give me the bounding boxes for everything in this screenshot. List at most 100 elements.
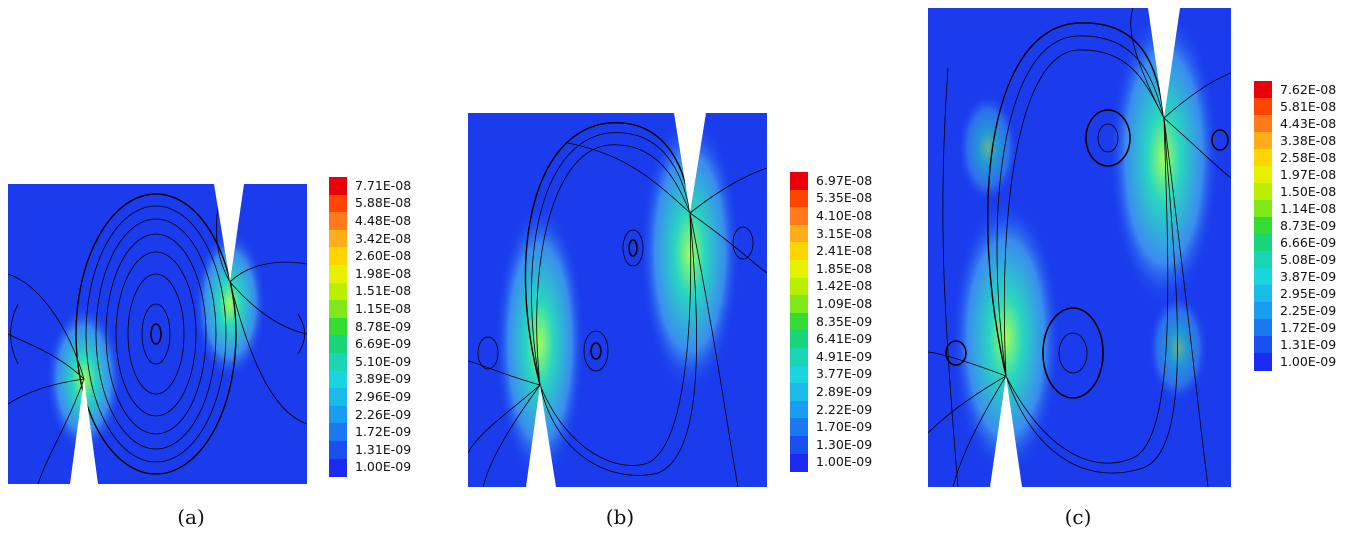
hotspot-left [951, 198, 1061, 478]
legend-swatch [790, 295, 808, 314]
legend-label: 4.91E-09 [816, 348, 873, 364]
legend-label: 1.31E-09 [355, 441, 412, 457]
legend-label: 5.35E-08 [816, 190, 873, 206]
legend-swatch [1254, 302, 1272, 320]
legend-swatch [1254, 149, 1272, 167]
color-legend-b: 6.97E-08 5.35E-08 4.10E-08 3.15E-08 2.41E-08… [790, 172, 900, 482]
legend-swatch [1254, 234, 1272, 252]
legend-swatch [790, 207, 808, 226]
legend-label: 5.81E-08 [1280, 98, 1337, 114]
legend-swatch [329, 194, 347, 213]
legend-swatch [790, 260, 808, 279]
legend-swatch [329, 423, 347, 442]
hotspot-right [1109, 8, 1219, 308]
legend-label: 2.95E-09 [1280, 285, 1337, 301]
legend-swatch [329, 317, 347, 336]
top-notch [214, 184, 244, 282]
legend-swatch [329, 335, 347, 354]
legend-label: 1.98E-08 [355, 265, 412, 281]
legend-label: 8.35E-09 [816, 313, 873, 329]
legend-label: 3.87E-09 [1280, 268, 1337, 284]
legend-swatch [329, 370, 347, 389]
legend-label: 6.66E-09 [1280, 234, 1337, 250]
legend-swatch [1254, 81, 1272, 99]
bottom-notch [70, 379, 98, 484]
legend-swatch [329, 265, 347, 284]
hotspot-right [640, 113, 740, 393]
legend-swatch [1254, 132, 1272, 150]
legend-swatch [329, 229, 347, 248]
legend-label: 1.72E-09 [1280, 319, 1337, 335]
legend-label: 1.72E-09 [355, 424, 412, 440]
legend-label: 1.15E-08 [355, 301, 412, 316]
legend-label: 6.97E-08 [816, 172, 873, 188]
legend-label: 4.10E-08 [816, 208, 873, 223]
legend-swatch [790, 312, 808, 331]
legend-label: 1.30E-09 [816, 436, 873, 452]
contour-plot-b [468, 113, 767, 487]
legend-label: 2.89E-09 [816, 384, 873, 399]
streamlines [928, 8, 1231, 487]
legend-swatch [1254, 251, 1272, 269]
legend-swatch [790, 383, 808, 402]
legend-swatch [1254, 183, 1272, 201]
legend-swatch [1254, 166, 1272, 184]
caption-c: (c) [1064, 505, 1092, 529]
legend-swatch [790, 189, 808, 208]
legend-swatch [1254, 336, 1272, 354]
legend-label: 1.97E-08 [1280, 166, 1337, 182]
legend-swatch [329, 212, 347, 231]
legend-label: 3.77E-09 [816, 366, 873, 382]
legend-swatch [1254, 268, 1272, 286]
legend-swatch [790, 348, 808, 367]
legend-label: 1.70E-09 [816, 419, 873, 435]
contour-plot-a [8, 184, 307, 484]
legend-swatch [790, 330, 808, 349]
color-legend-c: 7.62E-08 5.81E-08 4.43E-08 3.38E-08 2.58E-08… [1254, 81, 1360, 376]
legend-label: 2.22E-09 [816, 401, 873, 417]
hotspot-mid-right [1148, 293, 1208, 403]
legend-swatch [329, 247, 347, 266]
legend-label: 1.42E-08 [816, 278, 873, 294]
legend-swatch [329, 458, 347, 477]
caption-a: (a) [177, 505, 205, 529]
legend-label: 1.00E-09 [1280, 353, 1337, 369]
top-notch [674, 113, 706, 213]
legend-label: 3.89E-09 [355, 371, 412, 387]
legend-swatch [1254, 353, 1272, 371]
legend-swatch [790, 400, 808, 419]
legend-label: 3.42E-08 [355, 230, 412, 246]
legend-swatch [790, 242, 808, 261]
legend-swatch [790, 365, 808, 384]
legend-swatch [329, 388, 347, 407]
streamlines [468, 122, 767, 487]
legend-swatch [329, 177, 347, 196]
legend-label: 8.73E-09 [1280, 217, 1337, 233]
color-legend-a: 7.71E-08 5.88E-08 4.48E-08 3.42E-08 2.60E-08… [329, 177, 439, 487]
legend-swatch [1254, 285, 1272, 303]
legend-swatch [329, 441, 347, 460]
legend-label: 2.96E-09 [355, 389, 412, 404]
caption-b: (b) [605, 505, 635, 529]
bottom-notch [526, 385, 556, 487]
legend-label: 4.43E-08 [1280, 115, 1337, 131]
legend-label: 2.41E-08 [816, 243, 873, 259]
legend-label: 3.38E-08 [1280, 132, 1337, 148]
legend-label: 8.78E-09 [355, 318, 412, 334]
legend-label: 5.88E-08 [355, 195, 412, 211]
legend-swatch [329, 282, 347, 301]
hotspot-mid-left [958, 93, 1018, 203]
legend-swatch [1254, 217, 1272, 235]
legend-label: 2.26E-09 [355, 406, 412, 422]
legend-swatch [329, 405, 347, 424]
legend-swatch [329, 300, 347, 319]
top-notch [1148, 8, 1180, 118]
legend-label: 5.08E-09 [1280, 251, 1337, 267]
legend-swatch [790, 224, 808, 243]
legend-swatch [790, 277, 808, 296]
legend-swatch [790, 172, 808, 191]
legend-label: 7.71E-08 [355, 177, 412, 193]
legend-label: 1.51E-08 [355, 283, 412, 299]
legend-label: 2.25E-09 [1280, 302, 1337, 318]
legend-label: 5.10E-09 [355, 353, 412, 369]
